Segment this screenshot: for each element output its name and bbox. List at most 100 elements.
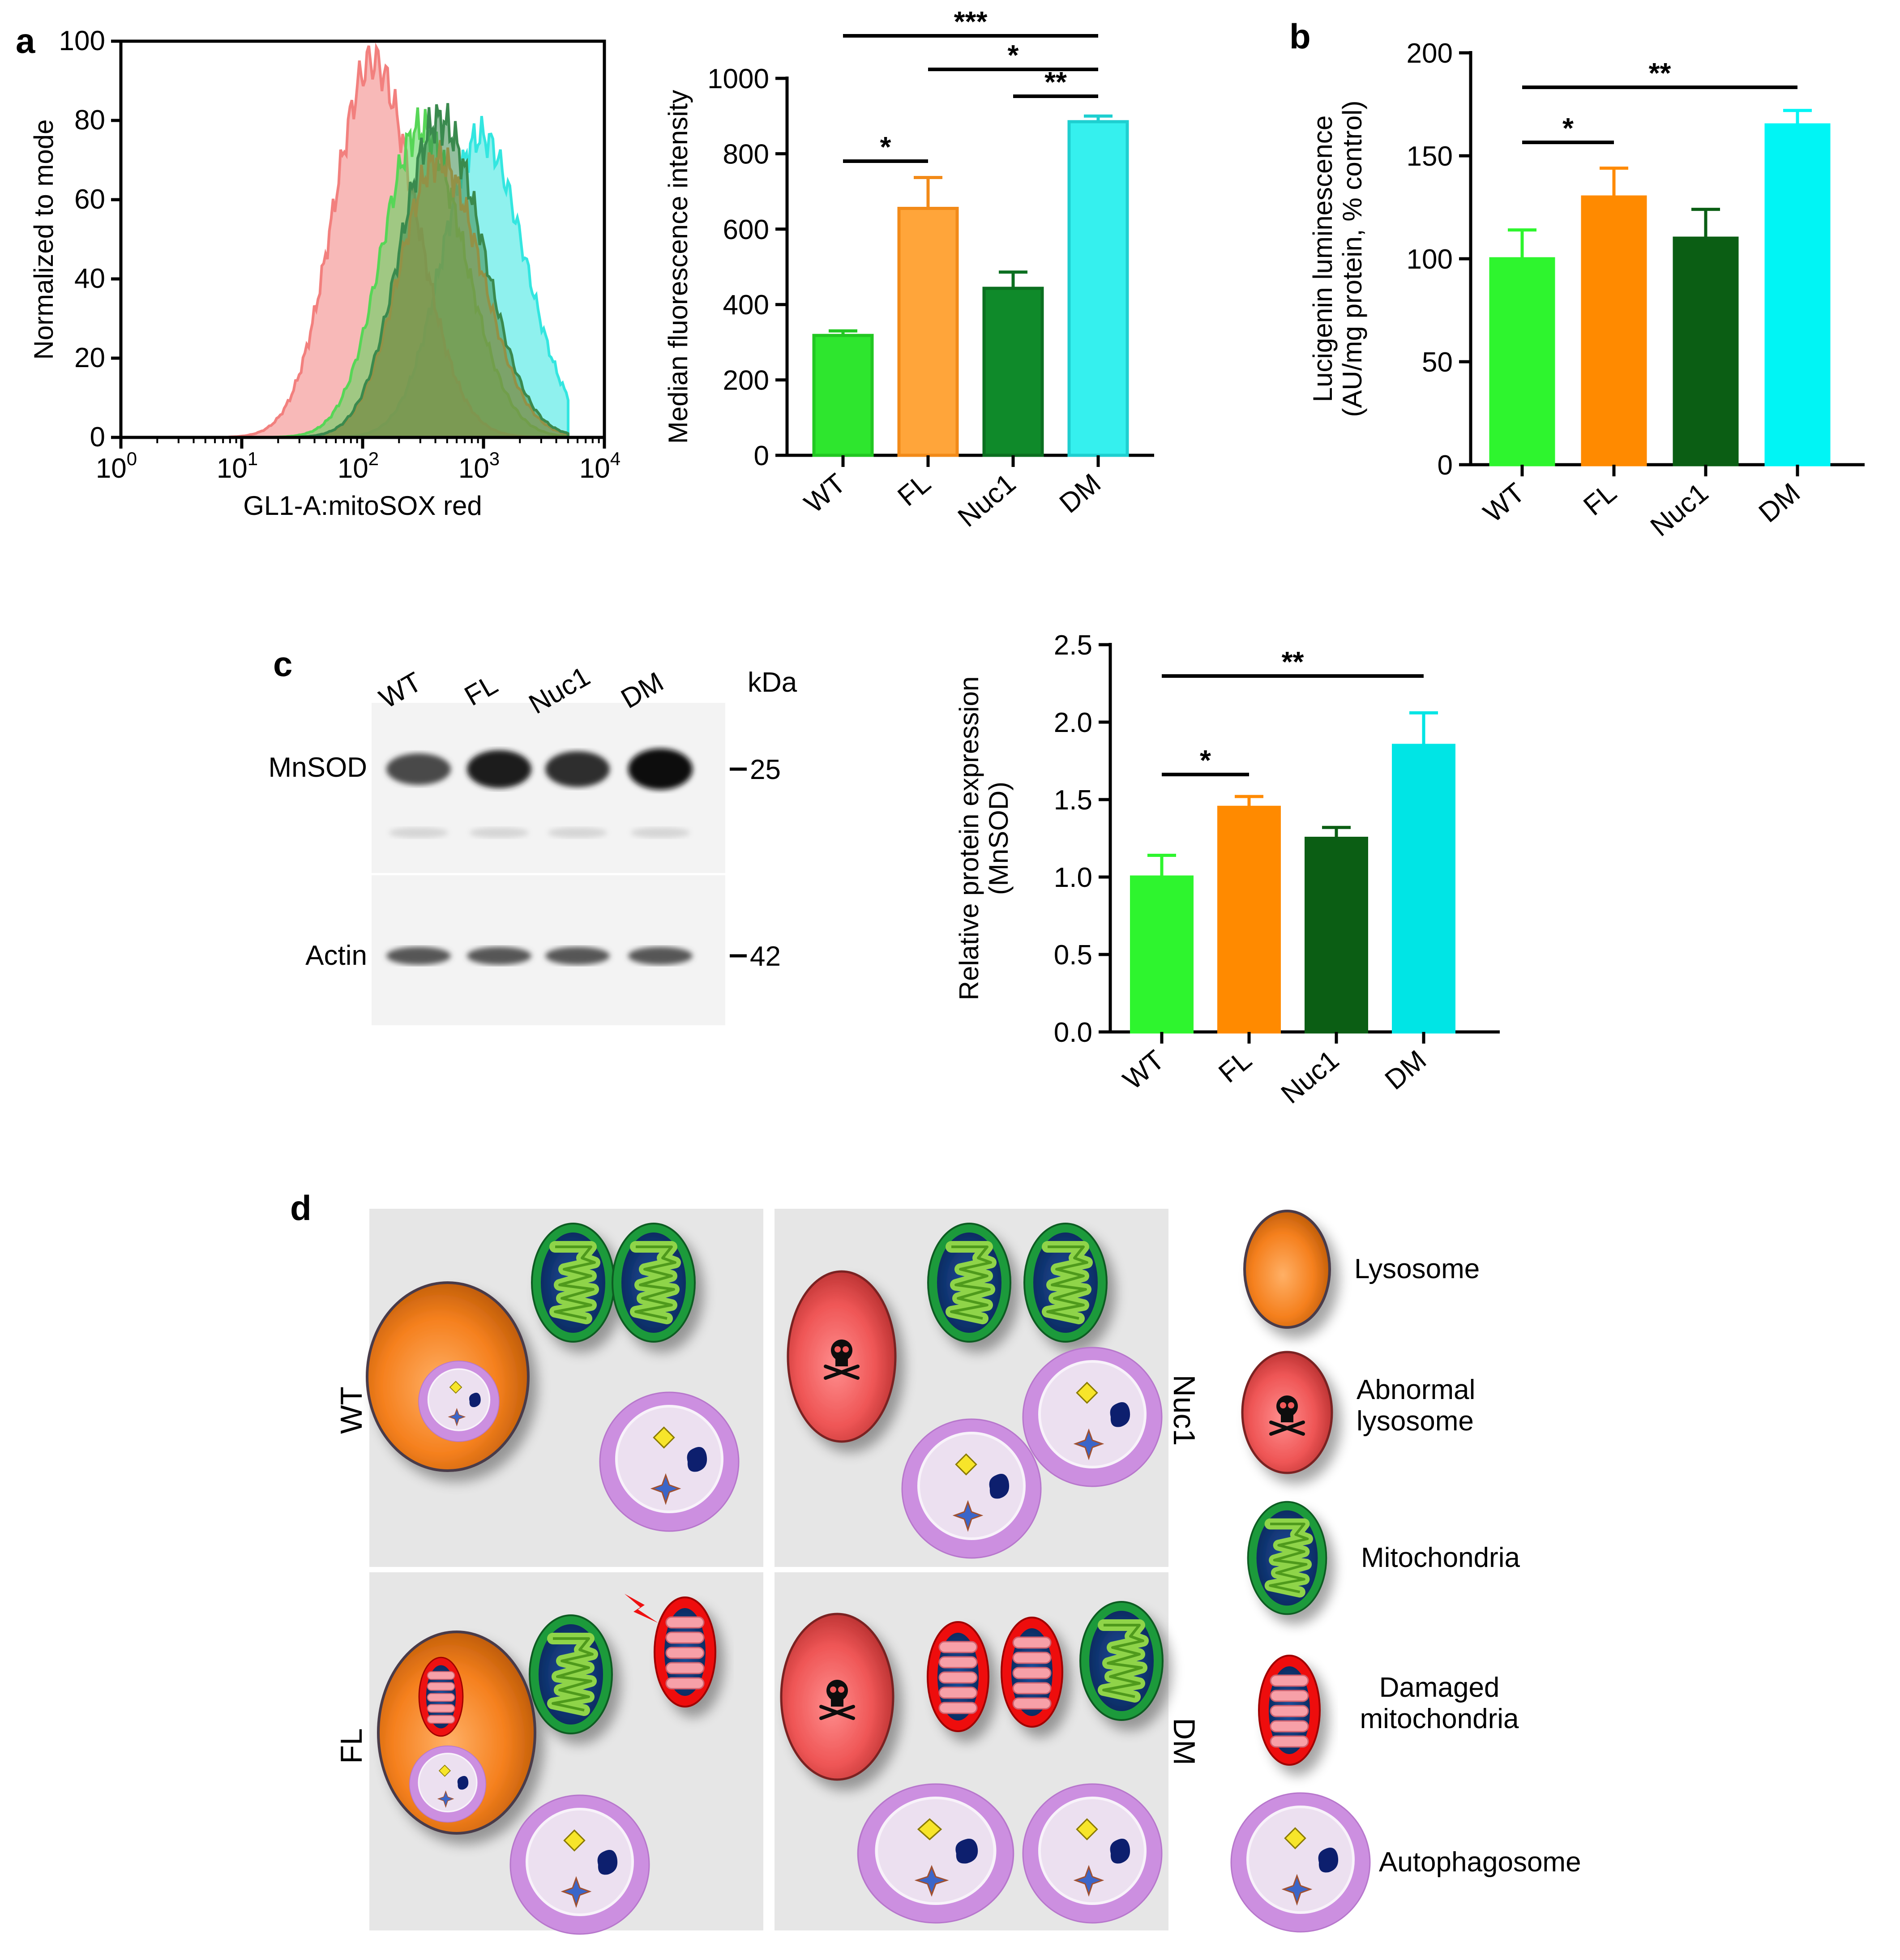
histogram-ylabel: Normalized to mode bbox=[29, 120, 59, 360]
legend-damaged-mitochondria-label-2: mitochondria bbox=[1360, 1703, 1519, 1734]
nuc1-abnormal-lysosome bbox=[787, 1270, 897, 1443]
wt-autophagosome bbox=[600, 1392, 739, 1531]
legend-autophagosome-icon bbox=[1231, 1793, 1370, 1932]
mnsod-ylabel-1: Relative protein expression bbox=[954, 676, 984, 1001]
mnsod-ytick-label: 1.5 bbox=[1054, 785, 1092, 816]
lucigenin-ytick-label: 150 bbox=[1407, 141, 1453, 172]
blot-faint-band bbox=[631, 827, 690, 838]
legend-abnormal-lysosome-label-1: Abnormal bbox=[1357, 1374, 1475, 1405]
histogram-chart: 0 20 40 60 80 100 100 101 102 103 104 GL1-A:mitoSO… bbox=[29, 26, 620, 521]
mfi-xtick-label: WT bbox=[799, 468, 852, 519]
legend-lysosome-label: Lysosome bbox=[1354, 1254, 1480, 1284]
blot-faint-band bbox=[470, 827, 529, 838]
lucigenin-xtick-label: WT bbox=[1478, 477, 1531, 529]
fl-engulfed-damaged-mitochondrion bbox=[418, 1656, 464, 1737]
mnsod-bar-nuc1 bbox=[1305, 837, 1368, 1034]
mfi-significance-label: * bbox=[880, 131, 891, 163]
mfi-xtick-label: DM bbox=[1054, 468, 1107, 519]
lucigenin-xtick-label: FL bbox=[1578, 477, 1622, 522]
lucigenin-bar-nuc1 bbox=[1673, 236, 1739, 466]
row-label-nuc1: Nuc1 bbox=[1167, 1375, 1201, 1446]
mfi-significance-label: *** bbox=[954, 5, 988, 38]
blot-faint-band bbox=[389, 827, 448, 838]
dm-damaged-mitochondrion-2 bbox=[1001, 1617, 1063, 1728]
marker-label-25: 25 bbox=[750, 754, 781, 785]
mfi-ytick-label: 200 bbox=[723, 365, 769, 396]
mfi-ytick-label: 800 bbox=[723, 139, 769, 170]
fl-autophagosome bbox=[510, 1795, 649, 1934]
mnsod-significance-label: ** bbox=[1282, 646, 1304, 678]
lucigenin-bar-chart: 0 50 100 150 200 WT FL Nuc1 DM Lucigenin luminesc… bbox=[1308, 38, 1865, 543]
legend-autophagosome-label: Autophagosome bbox=[1379, 1847, 1581, 1878]
dm-autophagosome-2 bbox=[1023, 1784, 1162, 1923]
fl-damaged-mitochondrion bbox=[654, 1596, 716, 1708]
mnsod-bar-dm bbox=[1392, 744, 1455, 1034]
mfi-ylabel: Median fluorescence intensity bbox=[663, 90, 693, 444]
fl-mitochondrion bbox=[530, 1615, 612, 1733]
histogram-xtick-label: 103 bbox=[458, 448, 500, 484]
mnsod-ylabel-2: (MnSOD) bbox=[984, 782, 1014, 895]
legend-mitochondria-label: Mitochondria bbox=[1361, 1542, 1520, 1573]
blot-faint-band bbox=[548, 827, 607, 838]
mfi-xtick-label: Nuc1 bbox=[952, 468, 1022, 533]
mnsod-ytick-label: 2.5 bbox=[1054, 630, 1092, 661]
mfi-significance-label: ** bbox=[1044, 66, 1067, 98]
lucigenin-ytick-label: 200 bbox=[1407, 38, 1453, 69]
mnsod-xtick-label: WT bbox=[1117, 1044, 1170, 1096]
mfi-bar-nuc1 bbox=[982, 287, 1044, 457]
lucigenin-significance-label: ** bbox=[1649, 57, 1671, 89]
blot-row-label-mnsod: MnSOD bbox=[269, 752, 367, 783]
nuc1-autophagosome-2 bbox=[902, 1419, 1041, 1558]
histogram-ytick-label: 100 bbox=[59, 26, 105, 56]
mfi-ytick-label: 600 bbox=[723, 214, 769, 245]
panel-label-c: c bbox=[273, 644, 292, 684]
lucigenin-ytick-label: 100 bbox=[1407, 244, 1453, 275]
mnsod-xtick-label: Nuc1 bbox=[1275, 1044, 1345, 1110]
dm-autophagosome-1 bbox=[858, 1784, 1013, 1923]
dm-mitochondrion bbox=[1080, 1602, 1163, 1720]
panel-label-d: d bbox=[290, 1188, 312, 1228]
histogram-xtick-label: 104 bbox=[579, 448, 620, 484]
legend-damaged-mitochondria-icon bbox=[1258, 1655, 1321, 1766]
blot-row-label-actin: Actin bbox=[305, 940, 367, 971]
mnsod-significance-label: * bbox=[1200, 744, 1211, 776]
lucigenin-xtick-label: DM bbox=[1753, 477, 1806, 529]
lucigenin-significance-label: * bbox=[1562, 112, 1574, 144]
lucigenin-bar-dm bbox=[1764, 123, 1831, 466]
nuc1-mitochondrion-2 bbox=[1024, 1224, 1107, 1342]
legend-damaged-mitochondria-label-1: Damaged bbox=[1379, 1672, 1500, 1703]
mnsod-ytick-label: 2.0 bbox=[1054, 707, 1092, 738]
blot-kda-label: kDa bbox=[748, 667, 797, 698]
histogram-xtick-label: 102 bbox=[338, 448, 379, 484]
lucigenin-ylabel-2: (AU/mg protein, % control) bbox=[1337, 101, 1367, 417]
panel-label-b: b bbox=[1289, 17, 1311, 56]
wt-mitochondrion-2 bbox=[612, 1224, 695, 1342]
mnsod-xtick-label: FL bbox=[1213, 1044, 1258, 1089]
lucigenin-xtick-label: Nuc1 bbox=[1645, 477, 1714, 543]
lucigenin-ytick-label: 0 bbox=[1438, 450, 1453, 481]
dm-damaged-mitochondrion-1 bbox=[927, 1621, 989, 1732]
mfi-bar-wt bbox=[812, 334, 874, 457]
mfi-xtick-label: FL bbox=[892, 468, 937, 512]
blot-band-actin bbox=[467, 947, 531, 965]
nuc1-autophagosome-1 bbox=[1023, 1348, 1162, 1486]
mfi-significance-label: * bbox=[1008, 39, 1019, 71]
mnsod-ytick-label: 1.0 bbox=[1054, 862, 1092, 893]
lucigenin-bar-fl bbox=[1581, 195, 1647, 466]
blot-band-actin bbox=[545, 947, 610, 965]
panel-label-a: a bbox=[16, 21, 35, 60]
mnsod-ytick-label: 0.0 bbox=[1054, 1017, 1092, 1048]
mfi-ytick-label: 0 bbox=[754, 441, 769, 471]
legend-abnormal-lysosome-label-2: lysosome bbox=[1357, 1406, 1474, 1437]
lucigenin-ytick-label: 50 bbox=[1422, 347, 1453, 378]
western-blot: WT FL Nuc1 DM kDa MnSOD Actin 25 42 bbox=[269, 661, 797, 1025]
fl-engulfed-autophagosome bbox=[409, 1745, 487, 1823]
mnsod-xtick-label: DM bbox=[1379, 1044, 1432, 1096]
mnsod-bar-chart: 0.0 0.5 1.0 1.5 2.0 2.5 WT FL Nuc1 DM Relative pro… bbox=[954, 630, 1500, 1110]
blot-band-mnsod bbox=[386, 753, 451, 785]
row-label-dm: DM bbox=[1167, 1718, 1201, 1765]
mfi-bar-fl bbox=[897, 206, 959, 457]
mnsod-ytick-label: 0.5 bbox=[1054, 940, 1092, 971]
histogram-xlabel: GL1-A:mitoSOX red bbox=[243, 491, 482, 521]
row-label-fl: FL bbox=[334, 1728, 368, 1763]
